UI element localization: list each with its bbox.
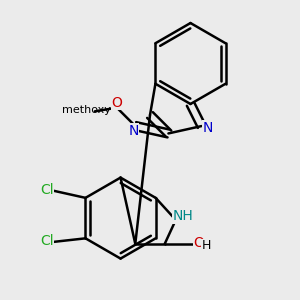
Text: O: O xyxy=(111,95,122,110)
Text: H: H xyxy=(201,239,211,252)
Text: N: N xyxy=(203,121,213,135)
Text: Cl: Cl xyxy=(40,183,54,196)
Text: N: N xyxy=(128,124,139,138)
Text: NH: NH xyxy=(173,209,194,223)
Text: methoxy: methoxy xyxy=(62,105,111,116)
Text: Cl: Cl xyxy=(40,234,54,248)
Text: O: O xyxy=(193,236,204,250)
